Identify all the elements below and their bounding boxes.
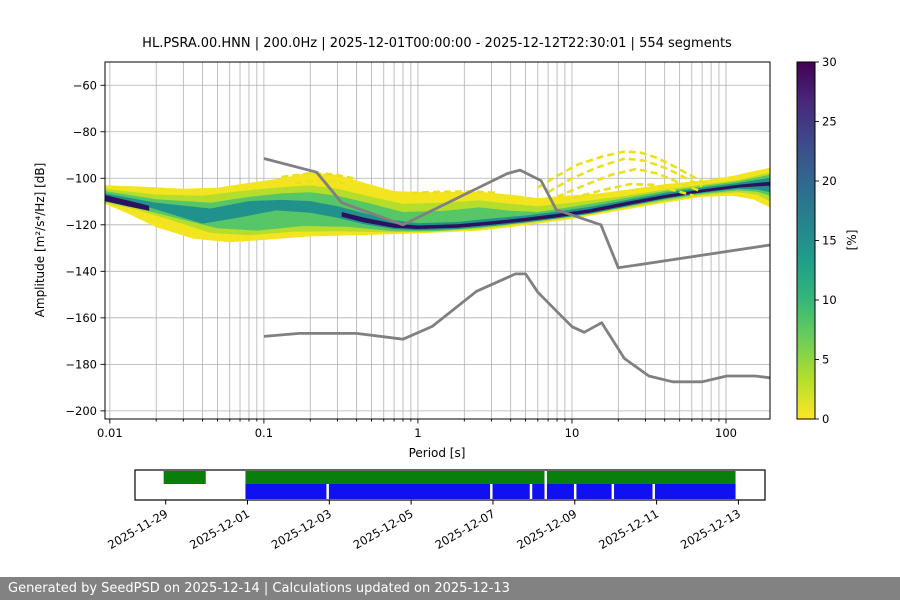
timeline-date-label: 2025-12-11	[596, 506, 661, 552]
y-tick-label: −160	[65, 311, 97, 325]
colorbar-tick-label: 30	[822, 55, 837, 69]
x-tick-label: 100	[715, 426, 737, 440]
timeline-blue-segment	[532, 484, 545, 499]
y-tick-label: −100	[65, 171, 97, 185]
colorbar-label: [%]	[845, 230, 859, 251]
timeline-green-segment	[245, 471, 545, 484]
x-tick-label: 1	[414, 426, 421, 440]
ppsd-band-probability-7pct	[105, 174, 770, 232]
timeline-spine	[134, 469, 766, 501]
peterson-noise-model-lines	[263, 157, 770, 384]
y-tick-label: −200	[65, 404, 97, 418]
timeline-date-label: 2025-12-05	[351, 506, 416, 552]
y-tick-label: −140	[65, 264, 97, 278]
ppsd-band-mode-25pct-main	[341, 181, 770, 229]
high-psd-line	[547, 157, 703, 194]
footer-bar: Generated by SeedPSD on 2025-12-14 | Cal…	[0, 577, 900, 600]
timeline-blue-segment	[492, 484, 530, 499]
timeline-date-label: 2025-11-29	[105, 506, 170, 552]
chart-title: HL.PSRA.00.HNN | 200.0Hz | 2025-12-01T00…	[142, 36, 732, 51]
colorbar-tick-label: 0	[822, 412, 829, 426]
coverage-timeline: 2025-11-29 2025-12-01 2025-12-03 2025-12-05…	[105, 469, 766, 552]
timeline-blue-segment	[654, 484, 736, 499]
colorbar-tick-label: 5	[822, 353, 829, 367]
timeline-date-label: 2025-12-03	[269, 506, 334, 552]
high-psd-outlier-lines	[281, 150, 708, 200]
high-psd-line	[571, 182, 695, 200]
x-tick-label: 0.01	[97, 426, 123, 440]
timeline-date-label: 2025-12-01	[187, 506, 252, 552]
colorbar-tick-label: 10	[822, 293, 837, 307]
timeline-blue-segment	[546, 484, 574, 499]
timeline-blue-segment	[576, 484, 612, 499]
plot-gridlines	[105, 62, 770, 419]
footer-text: Generated by SeedPSD on 2025-12-14 | Cal…	[8, 581, 510, 596]
colorbar-tick-label: 20	[822, 174, 837, 188]
colorbar-tick-label: 15	[822, 234, 837, 248]
nlnm-line	[263, 272, 770, 384]
ppsd-density-bands	[105, 167, 770, 243]
y-tick-label: −180	[65, 357, 97, 371]
timeline-green-segment	[163, 471, 206, 484]
nhnm-line	[263, 157, 770, 270]
timeline-date-label: 2025-12-07	[433, 506, 498, 552]
plot-axes: 0.01 0.1 1 10 100 −60 −80 −100 −120 −140 −160 −180 −…	[65, 61, 771, 440]
y-tick-label: −60	[73, 78, 97, 92]
high-psd-line	[410, 189, 496, 195]
timeline-date-label: 2025-12-09	[514, 506, 579, 552]
y-tick-label: −120	[65, 218, 97, 232]
high-psd-line	[537, 150, 708, 189]
colorbar-gradient	[797, 62, 815, 419]
ppsd-chart-svg: HL.PSRA.00.HNN | 200.0Hz | 2025-12-01T00…	[33, 36, 859, 552]
high-psd-line	[556, 167, 701, 199]
ppsd-band-probability-15pct	[105, 177, 770, 231]
timeline-green-segment	[546, 471, 736, 484]
timeline-date-label: 2025-12-13	[678, 506, 743, 552]
timeline-blue-segment	[614, 484, 653, 499]
ppsd-band-mode-25pct-left	[105, 195, 150, 211]
x-axis-label: Period [s]	[409, 446, 466, 460]
colorbar: 0 5 10 15 20 25 30	[796, 55, 837, 426]
high-psd-line	[281, 171, 354, 180]
plot-spine	[104, 61, 771, 420]
x-tick-label: 0.1	[255, 426, 273, 440]
x-tick-label: 10	[565, 426, 580, 440]
timeline-blue-segment	[245, 484, 327, 499]
y-axis-label: Amplitude [m²/s⁴/Hz] [dB]	[33, 163, 47, 318]
timeline-blue-segment	[328, 484, 491, 499]
colorbar-tick-label: 25	[822, 115, 837, 129]
y-tick-label: −80	[73, 125, 97, 139]
